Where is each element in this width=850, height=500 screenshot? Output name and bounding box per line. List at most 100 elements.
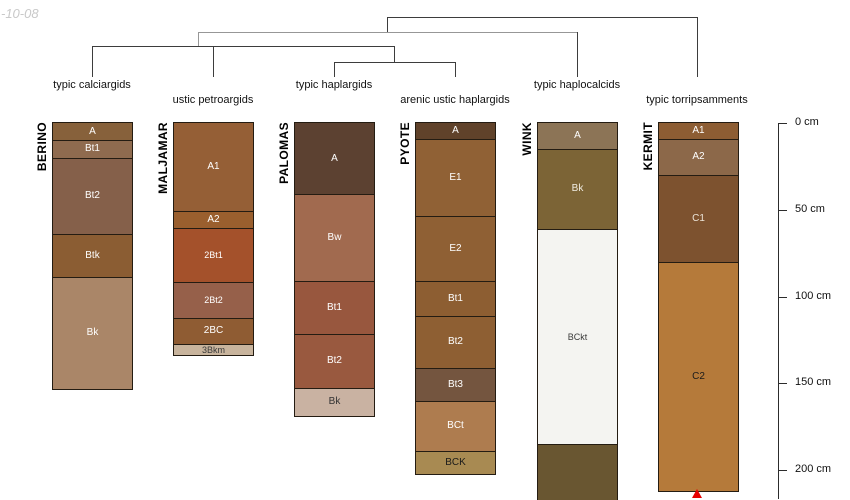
dendrogram-segment (92, 46, 94, 77)
horizon-label-a: A (574, 130, 581, 141)
horizon-rect-bck (416, 451, 495, 474)
horizon-rect-2bt1 (174, 228, 253, 282)
profile-bar-kermit: A1 A2 C1 C2 (658, 122, 739, 492)
horizon-rect-a (53, 123, 132, 140)
dendrogram-segment (387, 17, 389, 33)
horizon-rect-bk (295, 388, 374, 416)
horizon-rect-a (295, 123, 374, 194)
horizon-rect-a1 (174, 123, 253, 211)
horizon-label-bck: BCK (445, 456, 466, 468)
depth-tick (778, 470, 787, 471)
horizon-rect-bt2 (53, 158, 132, 234)
horizon-label-a1: A1 (207, 161, 220, 172)
classification-label-ustic-petroargids: ustic petroargids (172, 94, 254, 106)
horizon-rect-a2 (659, 139, 738, 175)
profile-name-palomas: PALOMAS (277, 122, 291, 184)
depth-tick-label-0-cm: 0 cm (795, 116, 819, 128)
horizon-rect-bt2 (416, 316, 495, 368)
profile-bar-pyote: A E1 E2 Bt1 Bt2 Bt3 BCt BCK (415, 122, 496, 475)
dendrogram-segment (577, 32, 579, 77)
soil-bottom-marker (692, 489, 702, 498)
horizon-rect-a (416, 123, 495, 139)
horizon-label-bk: Bk (328, 396, 341, 407)
profile-bar-berino: A Bt1 Bt2 Btk Bk (52, 122, 133, 390)
profile-name-pyote: PYOTE (398, 122, 412, 165)
horizon-label-bt3: Bt3 (447, 378, 463, 390)
horizon-label-btk: Btk (85, 249, 100, 261)
horizon-label-a1: A1 (692, 125, 705, 136)
horizon-rect-bt1 (295, 281, 374, 334)
profile-bar-wink: A Bk BCkt (537, 122, 618, 500)
depth-tick (778, 123, 787, 124)
horizon-rect-a (538, 123, 617, 149)
horizon-label-bt2: Bt2 (447, 336, 463, 347)
depth-tick (778, 297, 787, 298)
profile-name-maljamar: MALJAMAR (156, 122, 170, 194)
classification-label-typic-calciargids: typic calciargids (53, 79, 131, 91)
horizon-rect-unnamed (538, 444, 617, 500)
horizon-rect-e1 (416, 139, 495, 216)
profile-name-wink: WINK (520, 122, 534, 156)
horizon-rect-c1 (659, 175, 738, 262)
horizon-label-bct: BCt (447, 420, 464, 431)
horizon-label-bt2: Bt2 (326, 355, 342, 366)
horizon-rect-bt2 (295, 334, 374, 388)
horizon-rect-a2 (174, 211, 253, 228)
horizon-label-e2: E2 (449, 242, 462, 254)
depth-tick-label-150-cm: 150 cm (795, 376, 832, 388)
horizon-label-e1: E1 (449, 171, 462, 183)
depth-axis-line (778, 123, 779, 499)
horizon-label-bk: Bk (571, 183, 584, 194)
horizon-rect-bct (416, 401, 495, 451)
horizon-label-bt1: Bt1 (447, 292, 463, 304)
dendrogram-segment (334, 62, 456, 64)
dendrogram-segment (455, 62, 457, 77)
horizon-rect-e2 (416, 216, 495, 281)
horizon-rect-bw (295, 194, 374, 281)
depth-tick (778, 210, 787, 211)
depth-tick-label-200-cm: 200 cm (795, 463, 832, 475)
depth-tick (778, 383, 787, 384)
horizon-label-2bt2: 2Bt2 (204, 295, 223, 305)
profile-name-kermit: KERMIT (641, 122, 655, 171)
dendrogram-segment (334, 62, 336, 77)
dendrogram-segment (394, 46, 396, 63)
date-watermark: -10-08 (1, 6, 39, 21)
dendrogram-segment (92, 46, 395, 48)
profile-name-berino: BERINO (35, 122, 49, 172)
horizon-rect-a1 (659, 123, 738, 139)
dendrogram-segment (697, 17, 699, 77)
horizon-label-bk: Bk (86, 327, 99, 338)
horizon-label-bckt: BCkt (567, 331, 588, 342)
depth-tick-label-50-cm: 50 cm (795, 203, 825, 215)
depth-tick-label-100-cm: 100 cm (795, 290, 832, 302)
horizon-rect-2bc (174, 318, 253, 344)
horizon-label-bt1: Bt1 (326, 301, 342, 313)
horizon-label-a2: A2 (207, 213, 220, 225)
horizon-label-3bkm: 3Bkm (201, 344, 225, 355)
horizon-rect-c2 (659, 262, 738, 491)
profile-bar-maljamar: A1 A2 2Bt1 2Bt2 2BC 3Bkm (173, 122, 254, 356)
horizon-rect-bt1 (416, 281, 495, 316)
horizon-rect-bckt (538, 229, 617, 444)
horizon-rect-bk (538, 149, 617, 229)
horizon-label-bt2: Bt2 (84, 190, 100, 201)
dendrogram-segment (198, 32, 578, 34)
dendrogram-segment (387, 17, 698, 19)
horizon-label-bt1: Bt1 (84, 143, 100, 154)
horizon-label-c1: C1 (692, 212, 705, 224)
horizon-label-a2: A2 (692, 151, 705, 162)
classification-label-typic-haplargids: typic haplargids (295, 79, 373, 91)
horizon-label-a: A (89, 125, 96, 137)
horizon-label-bw: Bw (327, 231, 342, 243)
classification-label-typic-torripsamments: typic torripsamments (646, 94, 748, 106)
horizon-label-c2: C2 (692, 370, 705, 382)
classification-label-typic-haplocalcids: typic haplocalcids (533, 79, 621, 91)
horizon-label-a: A (331, 152, 338, 164)
dendrogram-segment (213, 46, 215, 77)
horizon-label-2bc: 2BC (203, 325, 224, 336)
horizon-rect-2bt2 (174, 282, 253, 318)
classification-label-arenic-ustic-haplargids: arenic ustic haplargids (400, 94, 510, 106)
horizon-rect-bt3 (416, 368, 495, 401)
